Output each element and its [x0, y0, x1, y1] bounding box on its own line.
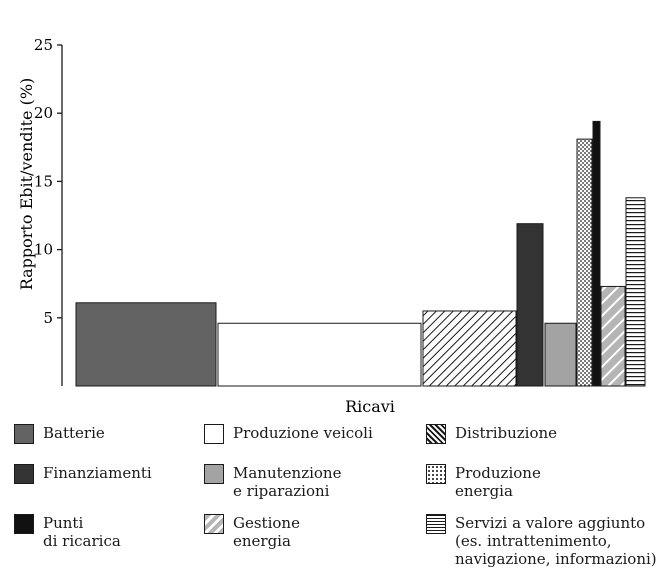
- legend-label: Produzione energia: [455, 464, 541, 500]
- legend-item-batterie: Batterie: [14, 424, 105, 444]
- legend-swatch: [204, 514, 224, 534]
- legend-label: Distribuzione: [455, 424, 558, 442]
- legend-item-distribuzione: Distribuzione: [426, 424, 557, 444]
- y-tick-label: 15: [34, 172, 53, 190]
- y-tick-label: 20: [34, 104, 53, 122]
- y-axis: 5 10 15 20 25: [34, 36, 63, 386]
- legend-item-manutenzione: Manutenzione e riparazioni: [204, 464, 341, 500]
- legend-item-produzione_energia: Produzione energia: [426, 464, 541, 500]
- legend-item-finanziamenti: Finanziamenti: [14, 464, 152, 484]
- bar-gestione_energia: [600, 285, 626, 387]
- legend-item-produzione_veicoli: Produzione veicoli: [204, 424, 373, 444]
- legend-swatch: [14, 514, 34, 534]
- legend-label: Servizi a valore aggiunto (es. intratten…: [455, 514, 657, 568]
- y-tick-label: 5: [43, 309, 53, 327]
- legend-item-gestione_energia: Gestione energia: [204, 514, 300, 550]
- legend-item-servizi: Servizi a valore aggiunto (es. intratten…: [426, 514, 657, 568]
- bar-produzione_energia: [576, 138, 593, 387]
- x-axis-title: Ricavi: [345, 397, 395, 416]
- legend-swatch: [14, 424, 34, 444]
- legend-swatch: [426, 424, 446, 444]
- bar-distribuzione: [422, 310, 517, 387]
- legend-label: Produzione veicoli: [233, 424, 373, 442]
- legend-swatch: [426, 464, 446, 484]
- bar-finanziamenti: [516, 223, 544, 387]
- bar-punti_ricarica: [592, 120, 601, 387]
- bar-batterie: [75, 302, 217, 387]
- legend-swatch: [204, 424, 224, 444]
- legend-swatch: [426, 514, 446, 534]
- legend-swatch: [14, 464, 34, 484]
- legend-label: Punti di ricarica: [43, 514, 121, 550]
- bars: [75, 120, 646, 387]
- legend-label: Manutenzione e riparazioni: [233, 464, 342, 500]
- bar-servizi: [625, 197, 646, 387]
- legend-label: Gestione energia: [233, 514, 300, 550]
- legend-label: Finanziamenti: [43, 464, 152, 482]
- legend-item-punti_ricarica: Punti di ricarica: [14, 514, 121, 550]
- bar-manutenzione: [544, 322, 577, 387]
- bar-produzione_veicoli: [217, 322, 422, 387]
- legend-label: Batterie: [43, 424, 105, 442]
- chart: 5 10 15 20 25 Ricavi Rapporto Ebit/vendite (…: [17, 36, 646, 416]
- legend-swatch: [204, 464, 224, 484]
- y-tick-label: 10: [34, 241, 53, 259]
- y-axis-title: Rapporto Ebit/vendite (%): [17, 78, 36, 291]
- y-tick-label: 25: [34, 36, 53, 54]
